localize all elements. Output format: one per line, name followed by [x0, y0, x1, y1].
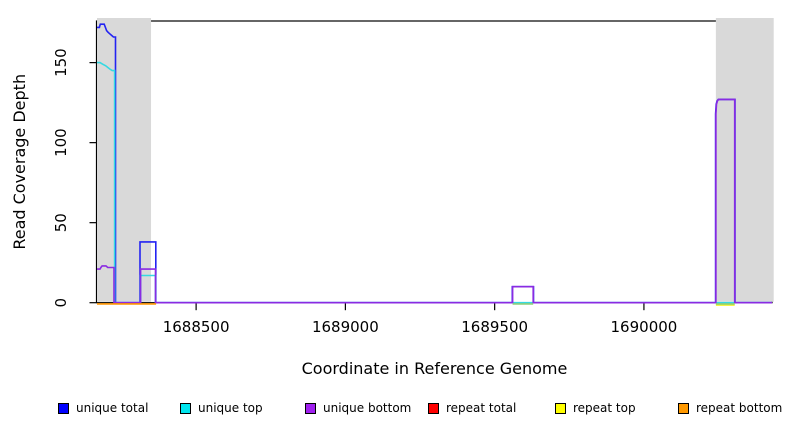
legend: unique total unique top unique bottom re… — [0, 399, 792, 423]
legend-label: unique total — [76, 401, 149, 415]
x-axis-tick-label: 1689500 — [461, 318, 528, 336]
y-axis-tick-label: 100 — [52, 128, 70, 157]
y-axis-tick-label: 150 — [52, 48, 70, 77]
legend-item-unique-top: unique top — [180, 399, 263, 417]
series-line-unique-top — [97, 61, 772, 304]
legend-swatch-unique-top-icon — [180, 402, 191, 414]
plot-frame — [95, 20, 773, 304]
legend-swatch-unique-total-icon — [58, 402, 69, 414]
x-axis-tick-label: 1690000 — [611, 318, 678, 336]
legend-item-repeat-total: repeat total — [428, 399, 516, 417]
y-axis-title: Read Coverage Depth — [10, 74, 29, 250]
legend-label: repeat bottom — [696, 401, 783, 415]
legend-item-unique-total: unique total — [58, 399, 148, 417]
series-lines — [97, 23, 772, 306]
legend-item-unique-bottom: unique bottom — [305, 399, 411, 417]
legend-swatch-repeat-total-icon — [428, 402, 439, 414]
legend-label: repeat top — [573, 401, 636, 415]
series-line-unique-total — [97, 23, 772, 304]
repeat-region-band — [97, 18, 152, 302]
x-axis-tick-label: 1688500 — [163, 318, 230, 336]
legend-item-repeat-bottom: repeat bottom — [678, 399, 782, 417]
axis-ticks — [89, 62, 645, 311]
legend-label: repeat total — [446, 401, 517, 415]
repeat-region-band — [715, 18, 774, 302]
x-axis-tick-label: 1689000 — [312, 318, 379, 336]
legend-swatch-repeat-top-icon — [555, 402, 566, 414]
series-line-unique-bottom — [97, 98, 772, 304]
y-axis-tick-label: 0 — [52, 298, 70, 308]
legend-item-repeat-top: repeat top — [555, 399, 636, 417]
legend-label: unique bottom — [323, 401, 412, 415]
x-axis-title: Coordinate in Reference Genome — [302, 359, 568, 378]
axis-tick-labels: 1688500 1689000 1689500 1690000 0 50 100 150 — [52, 48, 677, 336]
repeat-region-bands — [97, 18, 774, 302]
legend-swatch-unique-bottom-icon — [305, 402, 316, 414]
legend-swatch-repeat-bottom-icon — [678, 402, 689, 414]
y-axis-tick-label: 50 — [52, 213, 70, 232]
legend-label: unique top — [198, 401, 263, 415]
